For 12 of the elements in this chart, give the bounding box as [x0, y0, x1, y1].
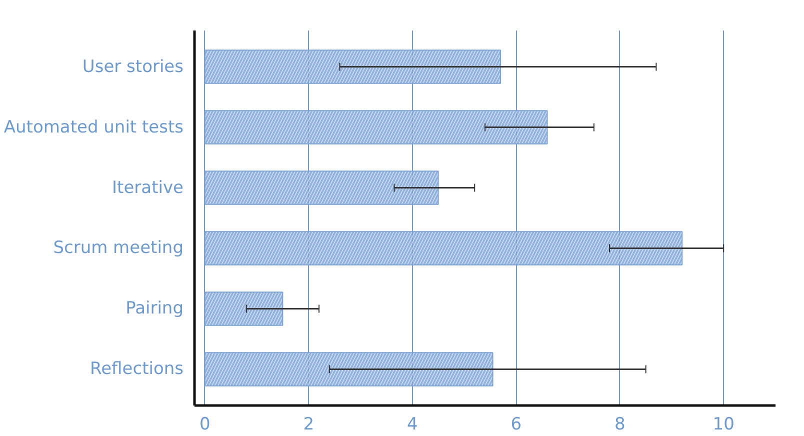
- x-tick-label: 6: [510, 414, 522, 434]
- x-tick-label: 2: [303, 414, 314, 434]
- y-tick-label: User stories: [82, 56, 184, 77]
- x-tick-label: 0: [199, 414, 210, 434]
- y-tick-label: Automated unit tests: [4, 117, 184, 138]
- y-tick-label: Scrum meeting: [53, 238, 184, 258]
- y-tick-label: Reflections: [90, 359, 184, 380]
- y-tick-label: Iterative: [112, 178, 184, 198]
- x-tick-label: 10: [712, 414, 734, 434]
- y-tick-label: Pairing: [126, 298, 184, 319]
- x-tick-label: 8: [614, 414, 626, 434]
- x-tick-label: 4: [406, 414, 418, 434]
